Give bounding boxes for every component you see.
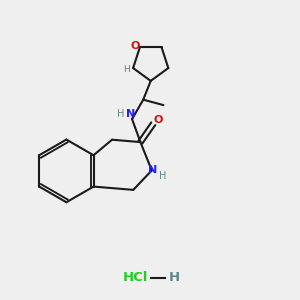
Text: O: O [153, 115, 162, 125]
Text: H: H [169, 271, 180, 284]
Text: O: O [131, 40, 140, 51]
Text: H: H [159, 171, 167, 181]
Text: HCl: HCl [122, 271, 148, 284]
Text: N: N [148, 166, 157, 176]
Text: H: H [123, 65, 130, 74]
Text: N: N [126, 109, 136, 119]
Text: H: H [117, 109, 124, 119]
